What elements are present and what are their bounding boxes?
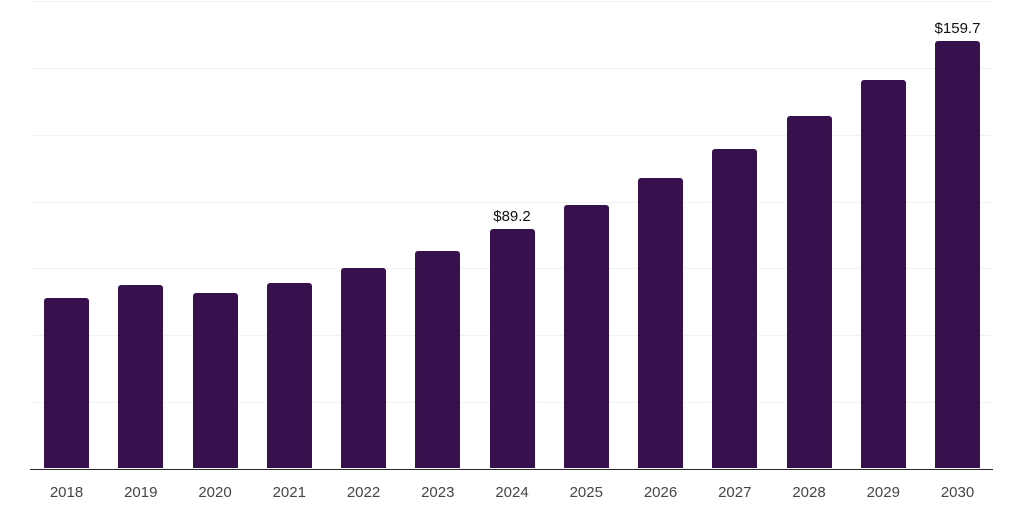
bar-2027 [712,149,758,468]
x-tick-label-2030: 2030 [940,484,975,501]
x-tick-label-2021: 2021 [272,484,306,501]
x-tick-label-2028: 2028 [792,484,826,501]
gridline [30,1,993,2]
x-tick-label-2027: 2027 [718,484,752,501]
x-tick-label-2029: 2029 [866,484,900,501]
bar-2020 [192,293,238,468]
bar-2021 [266,283,312,468]
bar-2019 [118,285,164,468]
x-tick-label-2025: 2025 [569,484,603,501]
bar-2022 [341,268,386,468]
bar-2025 [563,205,609,468]
x-axis-line [30,468,993,470]
bar-2028 [786,116,832,468]
x-tick-label-2018: 2018 [49,484,84,501]
gridline [30,134,993,136]
bar-2026 [638,178,683,468]
x-tick-label-2023: 2023 [421,484,455,501]
bar-2024: $89.2 [489,209,535,468]
x-tick-label-2024: 2024 [495,484,529,501]
data-label-2030: $159.7 [934,20,981,37]
bar-2023 [415,251,461,468]
data-label-2024: $89.2 [493,208,531,225]
gridline [30,67,993,69]
x-tick-label-2022: 2022 [346,484,381,501]
x-axis-labels: 2018 2019 2020 2021 2022 2023 2024 2025 2026 2027… [0,484,1024,506]
gridline [30,201,993,203]
bar-2030: $159.7 [935,21,980,468]
bar-2029 [860,80,906,468]
x-tick-label-2019: 2019 [124,484,158,501]
x-tick-label-2020: 2020 [198,484,232,501]
x-tick-label-2026: 2026 [643,484,678,501]
plot-area: $89.2 $159.7 [30,0,993,470]
bar-2018 [44,298,89,468]
